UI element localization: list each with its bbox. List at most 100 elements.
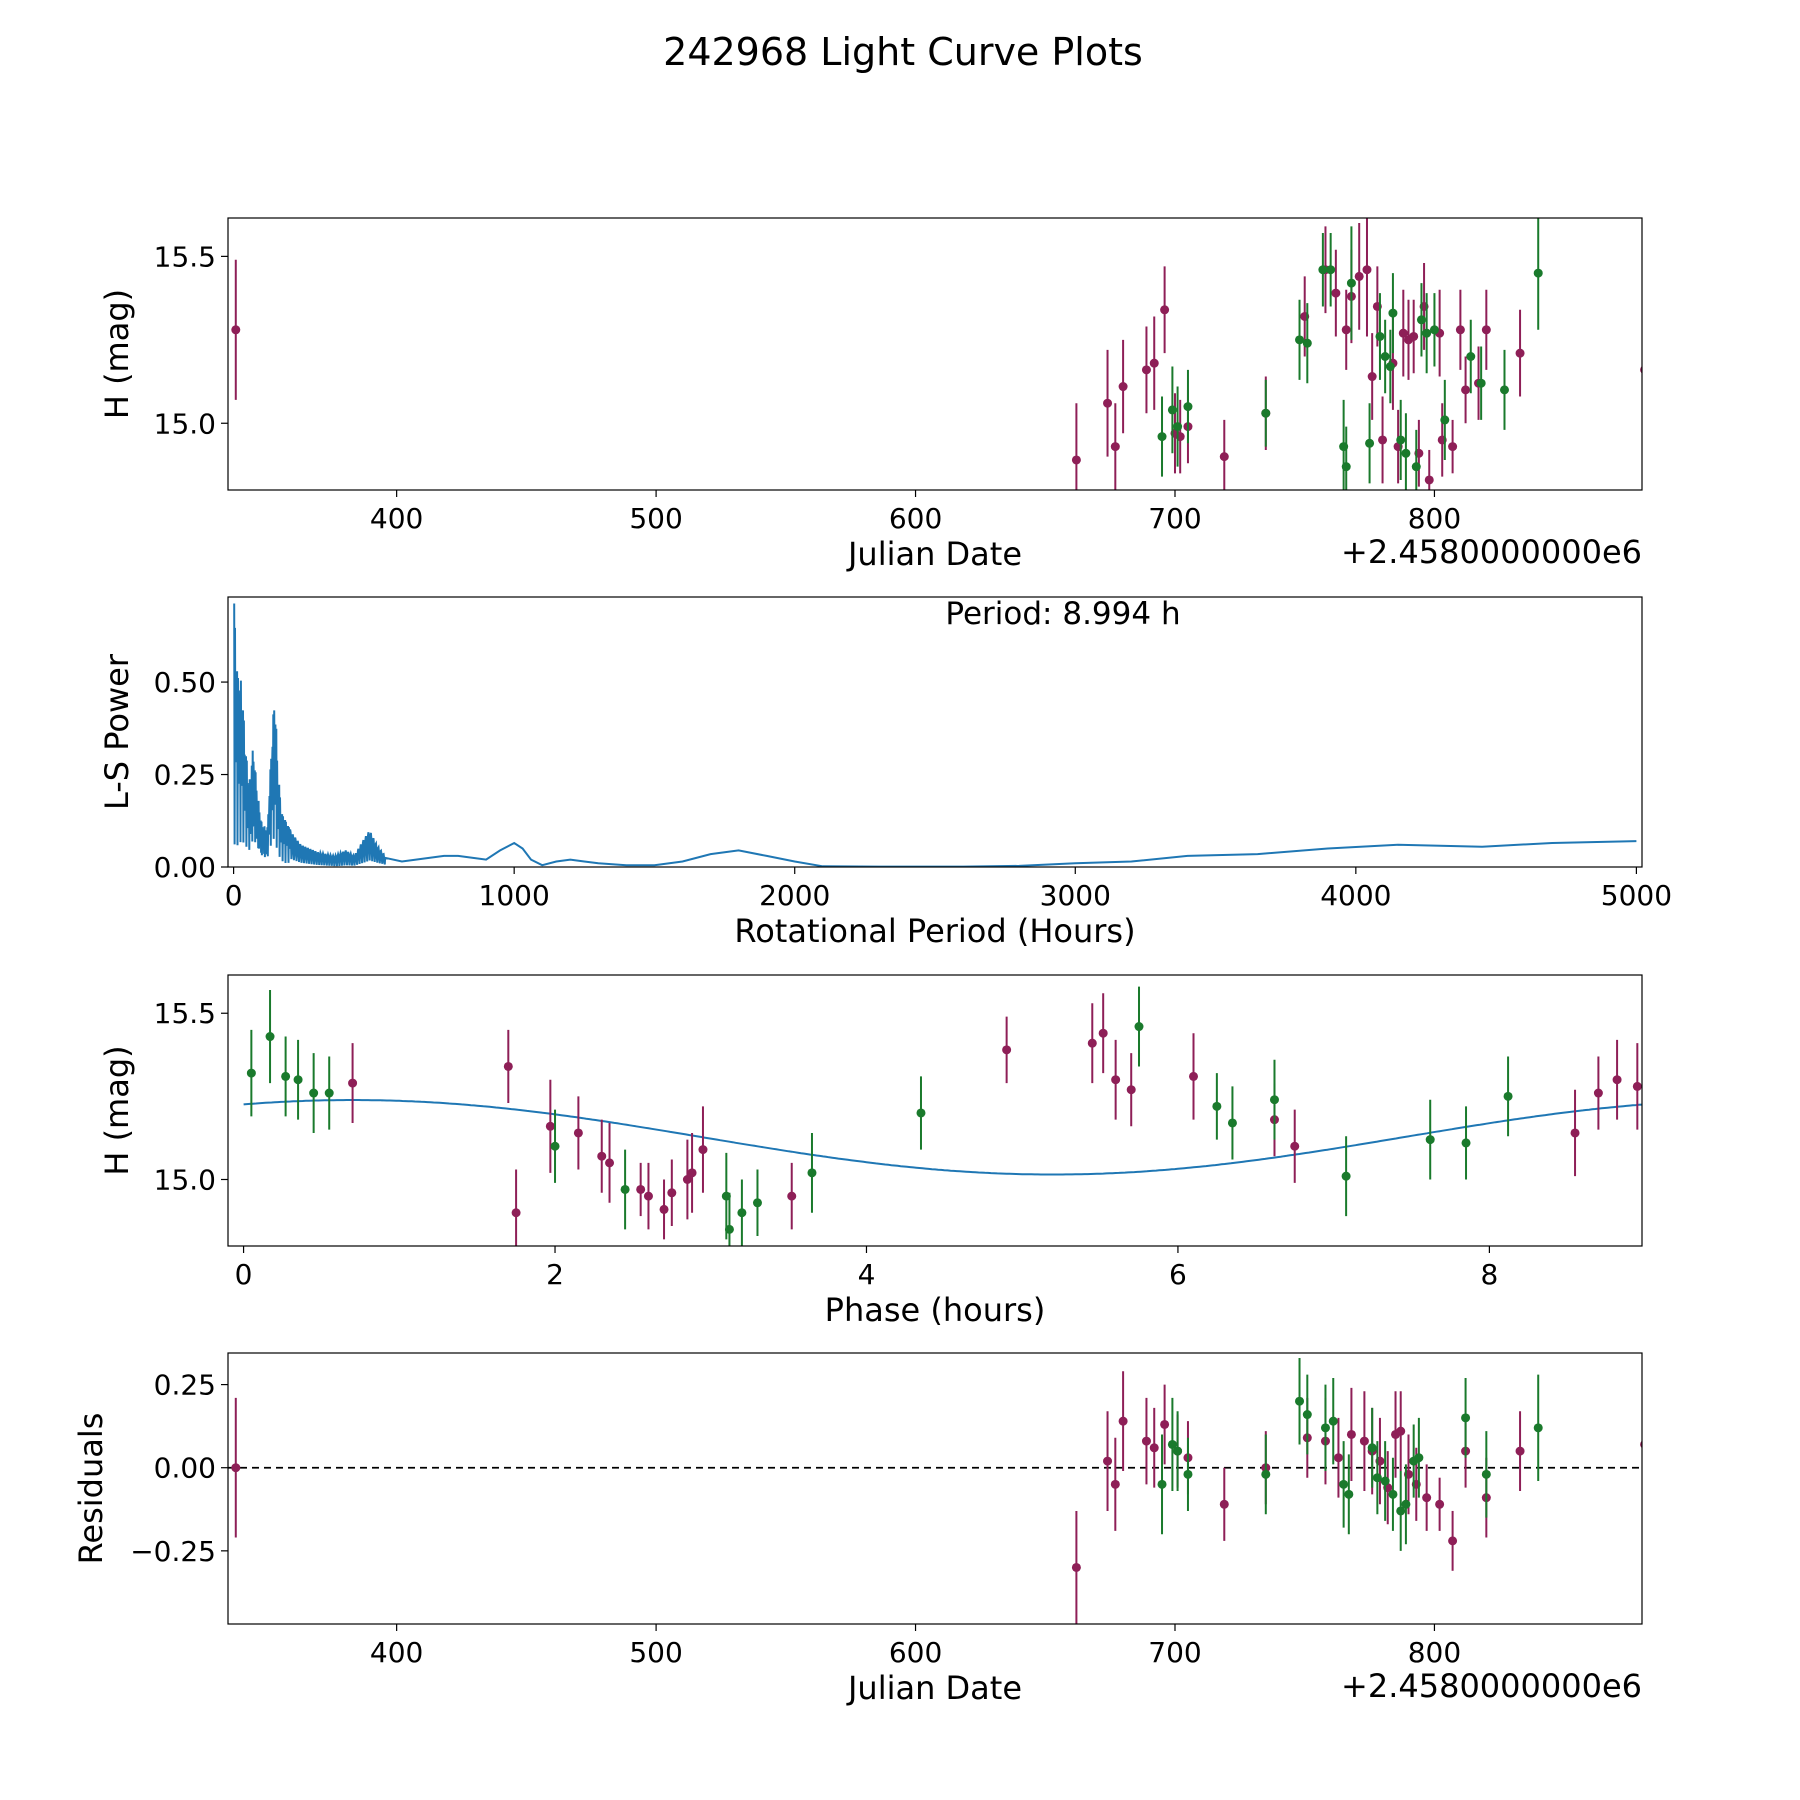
data-point-g [1533,268,1543,278]
residuals-ytick-label: 0.25 [154,1369,216,1402]
data-point-g [1341,1171,1351,1181]
data-point-g [1388,1489,1398,1499]
data-point-r [1160,305,1170,315]
data-point-g [1440,415,1450,425]
data-point-r [1149,1443,1159,1453]
data-point-r [1141,365,1151,375]
data-point-g [1346,278,1356,288]
data-point-r [1448,442,1458,452]
data-point-g [1261,408,1271,418]
phased-xtick-label: 6 [1169,1258,1187,1291]
lightcurve-xtick-label: 500 [629,502,682,535]
data-point-r [1612,1075,1622,1085]
lightcurve-xlabel: Julian Date [846,535,1022,573]
data-point-g [1173,422,1183,432]
figure-title: 242968 Light Curve Plots [663,30,1143,74]
data-point-g [737,1208,747,1218]
data-point-g [620,1184,630,1194]
data-point-g [1326,265,1336,275]
data-point-r [1424,475,1434,485]
residuals-xtick-label: 700 [1148,1636,1201,1669]
data-point-r [1367,372,1377,382]
data-point-g [724,1224,734,1234]
periodogram-xtick-label: 3000 [1040,879,1111,912]
phased-xtick-label: 4 [858,1258,876,1291]
data-point-r [605,1158,615,1168]
data-point-g [1372,1473,1382,1483]
data-point-g [1429,325,1439,335]
phased-xtick-label: 2 [546,1258,564,1291]
lightcurve-offset-text: +2.4580000000e6 [1341,533,1642,571]
data-point-g [1341,462,1351,472]
data-point-g [1375,331,1385,341]
data-point-g [1414,1453,1424,1463]
residuals-data [228,1357,1642,1624]
data-point-g [281,1071,291,1081]
data-point-g [1481,1469,1491,1479]
data-point-g [1227,1118,1237,1128]
data-point-r [1481,325,1491,335]
periodogram-data [233,603,1637,867]
data-point-r [1002,1045,1012,1055]
data-point-r [573,1128,583,1138]
data-point-r [698,1145,708,1155]
data-point-r [1398,328,1408,338]
data-point-r [1118,382,1128,392]
data-point-g [1295,335,1305,345]
residuals-xtick-label: 500 [629,1636,682,1669]
data-point-g [1302,1410,1312,1420]
residuals-xtick-label: 600 [889,1636,942,1669]
residuals-xlabel: Julian Date [846,1669,1022,1707]
data-point-g [1295,1396,1305,1406]
data-point-g [1183,1469,1193,1479]
data-point-g [1344,1489,1354,1499]
data-point-g [1396,435,1406,445]
data-point-r [1141,1436,1151,1446]
data-point-g [1269,1095,1279,1105]
data-point-r [687,1168,697,1178]
data-point-r [1333,1453,1343,1463]
data-point-g [1134,1022,1144,1032]
data-point-r [787,1191,797,1201]
periodogram-xtick-label: 4000 [1320,879,1391,912]
data-point-g [1212,1101,1222,1111]
data-point-r [1098,1028,1108,1038]
data-point-r [1448,1536,1458,1546]
data-point-g [1499,385,1509,395]
data-point-g [1367,1443,1377,1453]
data-point-r [1409,331,1419,341]
data-point-r [1359,1436,1369,1446]
data-point-r [1118,1416,1128,1426]
lightcurve-ytick-label: 15.0 [154,407,216,440]
data-point-g [324,1088,334,1098]
data-point-g [1183,402,1193,412]
data-point-r [1219,1499,1229,1509]
data-point-g [1167,1439,1177,1449]
data-point-r [1071,1562,1081,1572]
phased-xtick-label: 0 [235,1258,253,1291]
periodogram-axes-frame [227,596,1643,868]
data-point-r [231,1463,241,1473]
residuals-xtick-label: 800 [1408,1636,1461,1669]
data-point-g [293,1075,303,1085]
periodogram-ylabel: L-S Power [98,653,136,810]
data-point-g [1339,1479,1349,1489]
data-point-g [1401,1499,1411,1509]
phased-xtick-label: 8 [1480,1258,1498,1291]
data-point-r [1422,1493,1432,1503]
data-point-g [1416,315,1426,325]
data-point-g [1461,1138,1471,1148]
phased-ytick-label: 15.5 [154,997,216,1030]
periodogram-xtick-label: 0 [225,879,243,912]
data-point-g [1320,1423,1330,1433]
phased-data [243,986,1642,1246]
phased-panel: 0 2 4 6 8 15.0 15.5 Phase (hours) H (mag) [98,974,1643,1329]
data-point-r [597,1151,607,1161]
data-point-r [1126,1085,1136,1095]
data-point-r [1103,1456,1113,1466]
data-point-r [667,1188,677,1198]
data-point-g [1503,1091,1513,1101]
data-point-r [503,1061,513,1071]
data-point-g [1461,1413,1471,1423]
data-point-r [1071,455,1081,465]
